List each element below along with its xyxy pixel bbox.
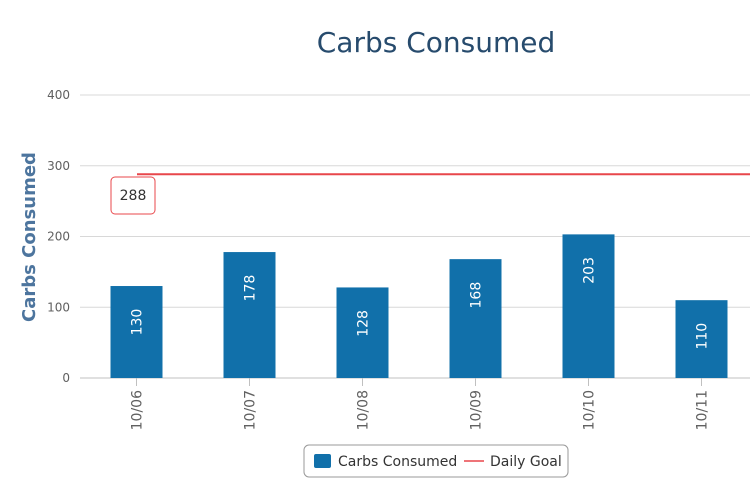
x-tick-label: 10/08	[356, 390, 372, 430]
data-label: 110	[695, 323, 711, 350]
legend-swatch-carbs[interactable]	[314, 454, 331, 468]
x-tick-label: 10/09	[469, 390, 485, 430]
chart-title: Carbs Consumed	[317, 26, 556, 59]
bar[interactable]	[110, 286, 163, 378]
bar[interactable]	[336, 287, 389, 378]
legend-item-carbs[interactable]: Carbs Consumed	[338, 454, 457, 470]
legend: Carbs Consumed Daily Goal	[303, 444, 569, 478]
bar[interactable]	[562, 234, 615, 378]
y-tick-label: 400	[47, 88, 70, 102]
x-tick-label: 10/10	[582, 390, 598, 430]
bar[interactable]	[675, 300, 728, 378]
x-tick-label: 10/11	[695, 390, 711, 430]
y-axis-label: Carbs Consumed	[19, 152, 40, 322]
legend-item-goal[interactable]: Daily Goal	[490, 454, 562, 470]
bar[interactable]	[449, 259, 502, 378]
y-tick-label: 200	[47, 230, 70, 244]
goal-label: 288	[120, 188, 147, 204]
data-label: 178	[243, 275, 259, 302]
data-label: 128	[356, 310, 372, 337]
data-label: 203	[582, 257, 598, 284]
goal-label-box	[110, 176, 156, 215]
y-tick-label: 0	[62, 371, 70, 385]
x-tick-label: 10/07	[243, 390, 259, 430]
data-label: 168	[469, 282, 485, 309]
y-tick-label: 100	[47, 300, 70, 314]
y-tick-label: 300	[47, 159, 70, 173]
data-label: 130	[130, 309, 146, 336]
x-tick-label: 10/06	[130, 390, 146, 430]
bar[interactable]	[223, 252, 276, 378]
